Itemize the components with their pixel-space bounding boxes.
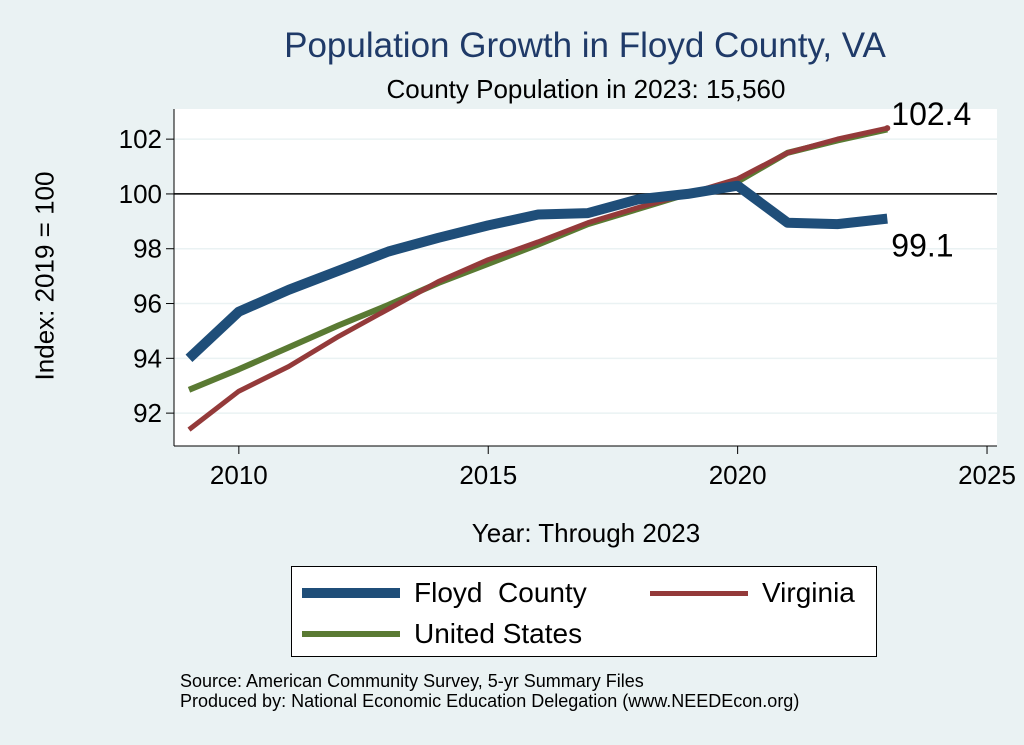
legend-label-virginia: Virginia <box>762 577 855 608</box>
chart-title: Population Growth in Floyd County, VA <box>284 26 886 65</box>
y-tick-label: 100 <box>119 179 162 209</box>
y-tick-label: 96 <box>133 289 162 319</box>
legend: Floyd County Virginia United States <box>291 566 877 657</box>
data-label-102-4: 102.4 <box>891 96 971 132</box>
x-tick-label: 2015 <box>459 460 517 490</box>
legend-swatch-floyd-county <box>302 588 400 598</box>
legend-label-floyd-county: Floyd County <box>414 577 587 608</box>
producer-line: Produced by: National Economic Education… <box>180 691 800 711</box>
x-axis-label: Year: Through 2023 <box>471 518 701 548</box>
y-tick-label: 102 <box>119 124 162 154</box>
source-note: Source: American Community Survey, 5-yr … <box>180 671 799 711</box>
series-line-virginia <box>187 125 888 432</box>
chart-subtitle: County Population in 2023: 15,560 <box>386 74 786 104</box>
x-tick-label: 2010 <box>210 460 268 490</box>
y-tick-label: 98 <box>133 234 162 264</box>
y-axis-label: Index: 2019 = 100 <box>29 171 60 381</box>
end-point-marker <box>884 125 891 132</box>
plot-area <box>174 109 997 446</box>
series-line-floyd-county <box>185 180 888 362</box>
legend-swatch-united-states <box>302 631 400 637</box>
legend-item-united-states: United States <box>302 618 582 650</box>
legend-item-floyd-county: Floyd County <box>302 577 587 609</box>
legend-item-virginia: Virginia <box>650 577 855 609</box>
legend-swatch-virginia <box>650 590 748 596</box>
y-tick-label: 94 <box>133 343 162 373</box>
data-label-99-1: 99.1 <box>891 228 953 264</box>
x-tick-label: 2020 <box>709 460 767 490</box>
x-tick-label: 2025 <box>958 460 1016 490</box>
legend-label-united-states: United States <box>414 618 583 649</box>
y-tick-label: 92 <box>133 398 162 428</box>
source-line: Source: American Community Survey, 5-yr … <box>180 671 644 691</box>
